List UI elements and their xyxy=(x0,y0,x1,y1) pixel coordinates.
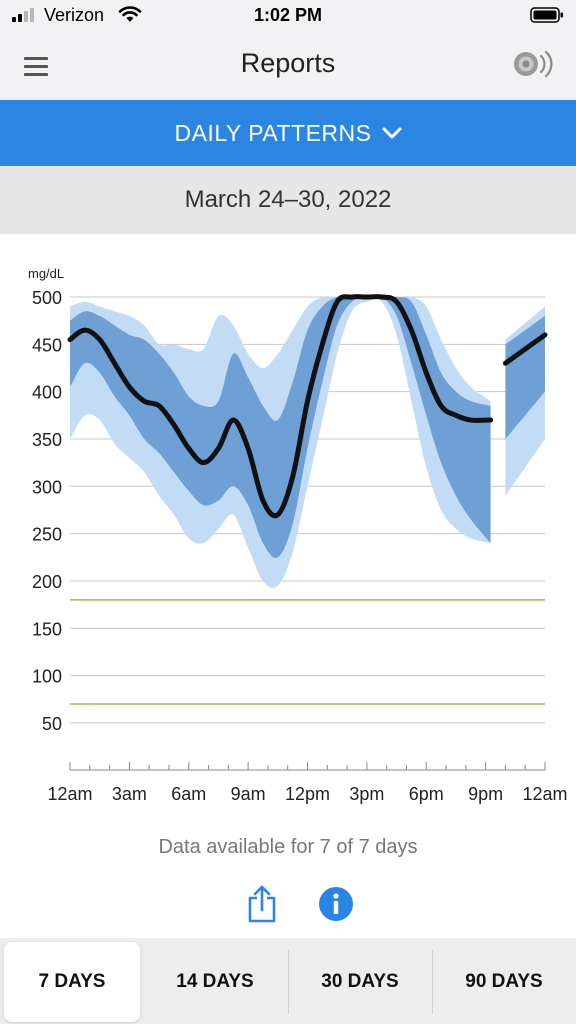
date-range-label: March 24–30, 2022 xyxy=(184,186,392,213)
y-tick-label: 500 xyxy=(32,288,62,308)
date-range-header: March 24–30, 2022 xyxy=(0,166,576,234)
hamburger-menu-icon[interactable] xyxy=(24,56,48,76)
x-tick-label: 3pm xyxy=(349,784,384,804)
chevron-down-icon xyxy=(382,127,401,139)
data-availability-text: Data available for 7 of 7 days xyxy=(158,836,418,858)
report-type-label: DAILY PATTERNS xyxy=(174,119,372,146)
sensor-scan-icon[interactable] xyxy=(510,46,554,82)
tab-7-days[interactable]: 7 DAYS xyxy=(4,942,140,1022)
y-tick-label: 350 xyxy=(32,430,62,450)
tab-14-days[interactable]: 14 DAYS xyxy=(176,971,254,992)
median-line xyxy=(67,294,494,519)
info-icon[interactable] xyxy=(318,886,354,922)
page-title: Reports xyxy=(240,48,336,78)
x-tick-label: 3am xyxy=(112,784,147,804)
y-tick-label: 400 xyxy=(32,383,62,403)
y-tick-label: 50 xyxy=(42,714,62,734)
tab-30-days[interactable]: 30 DAYS xyxy=(321,971,399,992)
nav-bar: Reports xyxy=(0,32,576,100)
battery-icon xyxy=(530,7,563,23)
tab-divider xyxy=(288,950,289,1014)
x-tick-label: 9am xyxy=(231,784,266,804)
report-type-dropdown[interactable]: DAILY PATTERNS xyxy=(0,100,576,166)
period-tab-bar: 7 DAYS 14 DAYS 30 DAYS 90 DAYS xyxy=(0,938,576,1024)
signal-strength-icon xyxy=(12,6,38,22)
y-tick-label: 200 xyxy=(32,572,62,592)
y-tick-label: 300 xyxy=(32,477,62,497)
percentile-25-75-band xyxy=(70,295,491,558)
status-time: 1:02 PM xyxy=(253,5,323,25)
wifi-icon xyxy=(118,6,142,22)
y-axis-unit-label: mg/dL xyxy=(28,266,64,281)
y-tick-label: 450 xyxy=(32,335,62,355)
status-bar: Verizon 1:02 PM xyxy=(0,0,576,32)
y-tick-label: 250 xyxy=(32,525,62,545)
tab-90-days[interactable]: 90 DAYS xyxy=(465,971,543,992)
tab-divider xyxy=(432,950,433,1014)
median-line xyxy=(502,332,548,366)
percentile-25-75-band xyxy=(505,315,545,439)
x-tick-label: 6pm xyxy=(409,784,444,804)
y-tick-label: 100 xyxy=(32,667,62,687)
x-tick-label: 12am xyxy=(47,784,92,804)
x-tick-label: 9pm xyxy=(468,784,503,804)
carrier-label: Verizon xyxy=(44,5,105,25)
share-icon[interactable] xyxy=(246,884,278,924)
x-tick-label: 12pm xyxy=(285,784,330,804)
x-tick-label: 6am xyxy=(171,784,206,804)
x-tick-label: 12am xyxy=(522,784,567,804)
daily-patterns-chart: mg/dL 500 450 400 350 300 250 200 150 100 50 12am 3a… xyxy=(28,266,568,804)
y-tick-label: 150 xyxy=(32,619,62,639)
